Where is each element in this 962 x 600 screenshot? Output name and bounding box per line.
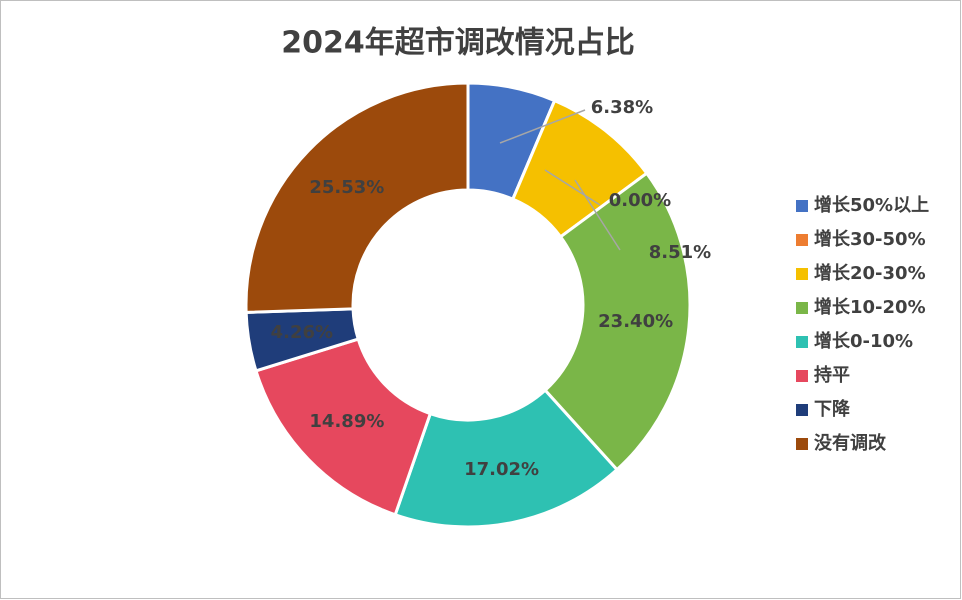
slice [543,171,692,472]
legend-label: 持平 [814,364,850,386]
legend-swatch [796,200,808,212]
leader-line [499,109,586,144]
data-label: 4.26% [271,322,333,343]
legend-label: 下降 [814,398,851,420]
slice [244,81,470,314]
legend-label: 没有调改 [814,432,887,454]
slice [393,388,620,529]
chart-title: 2024年超市调改情况占比 [281,26,635,61]
leader-line [574,179,621,251]
leader-line [544,169,601,206]
legend-swatch [796,302,808,314]
legend-label: 增长30-50% [814,228,926,250]
data-label: 8.51% [649,242,711,263]
legend-label: 增长10-20% [814,296,926,318]
legend-label: 增长50%以上 [814,194,929,216]
legend-swatch [796,268,808,280]
data-label: 14.89% [309,411,384,432]
legend-label: 增长20-30% [814,262,926,284]
data-label: 23.40% [598,311,673,332]
legend-swatch [796,404,808,416]
legend-swatch [796,438,808,450]
data-label: 6.38% [591,97,653,118]
data-label: 17.02% [464,459,539,480]
legend-swatch [796,370,808,382]
data-label: 25.53% [309,177,384,198]
legend-swatch [796,336,808,348]
data-label: 0.00% [609,190,671,211]
legend-swatch [796,234,808,246]
legend-label: 增长0-10% [814,330,913,352]
